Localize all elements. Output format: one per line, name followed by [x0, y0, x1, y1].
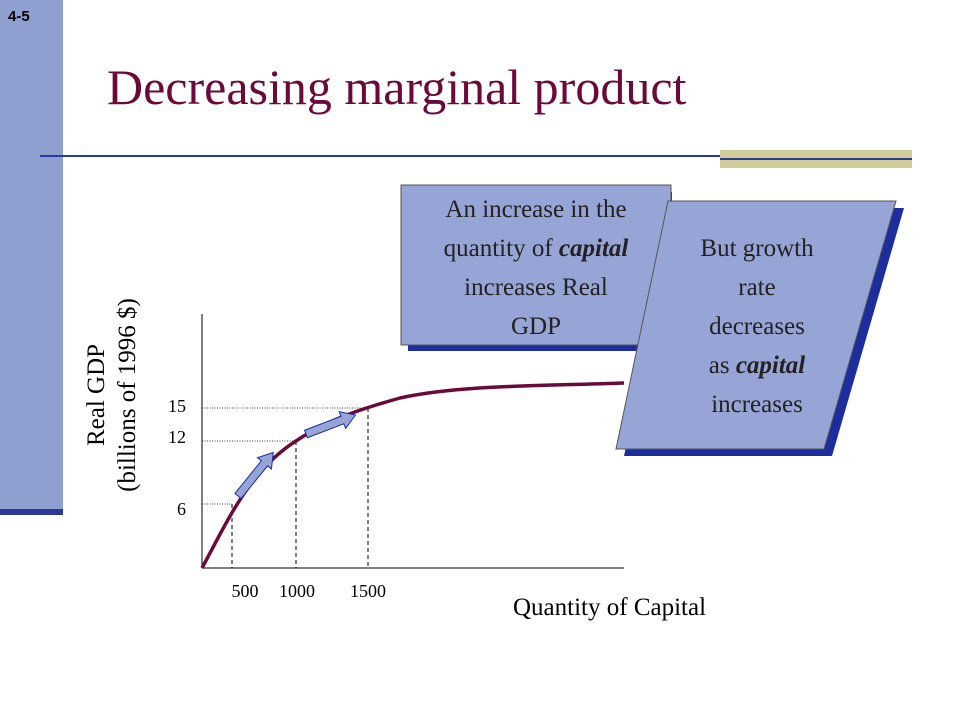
- x-axis-label: Quantity of Capital: [513, 594, 707, 621]
- y-tick-12: 12: [168, 427, 186, 447]
- y-axis-label-line1: Real GDP: [83, 343, 110, 447]
- callout-two-line5: increases: [711, 391, 803, 418]
- callout-two-line2: rate: [738, 274, 776, 301]
- callout-one-line2: quantity of capital: [401, 229, 671, 268]
- callout-one-line4: GDP: [510, 313, 561, 340]
- callout-one-line2-prefix: quantity of: [443, 235, 559, 262]
- y-axis-label: Real GDP (billions of 1996 $): [81, 205, 143, 585]
- y-tick-15: 15: [168, 396, 186, 416]
- callout-one-text: An increase in the quantity of capital i…: [401, 190, 671, 346]
- callout-one-line2-emph: capital: [558, 235, 629, 262]
- callout-two-text: But growth rate decreases as capital inc…: [657, 229, 857, 424]
- callout-two-line1: But growth: [700, 235, 814, 262]
- x-tick-500: 500: [232, 581, 259, 601]
- callout-two-line3: decreases: [709, 313, 805, 340]
- sidebar-footer-bar: [0, 509, 63, 515]
- callout-two-box: [615, 200, 897, 450]
- title-accent-line: [720, 158, 912, 160]
- x-tick-1000: 1000: [279, 581, 315, 601]
- slide-number: 4-5: [8, 8, 30, 25]
- y-tick-6: 6: [177, 499, 186, 519]
- y-axis-label-line2: (billions of 1996 $): [114, 298, 141, 492]
- callout-one-line3: increases Real: [464, 274, 608, 301]
- callout-one-line1: An increase in the: [445, 196, 627, 223]
- production-curve: [200, 381, 625, 569]
- title-underline: [40, 155, 912, 157]
- callout-two-line4-prefix: as: [708, 352, 736, 379]
- x-tick-1500: 1500: [350, 581, 386, 601]
- arrow-one: [234, 451, 274, 500]
- callout-two-line4: as capital: [657, 346, 857, 385]
- left-sidebar-band: [0, 0, 63, 515]
- callout-one-box: [400, 184, 672, 346]
- arrow-two: [303, 410, 357, 439]
- slide-title: Decreasing marginal product: [107, 59, 687, 115]
- callout-two-line4-emph: capital: [735, 352, 806, 379]
